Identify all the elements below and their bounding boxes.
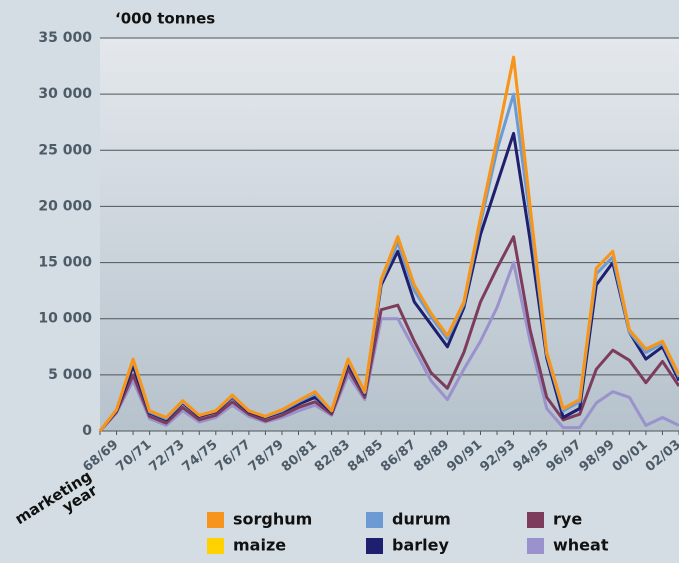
legend-label: durum	[392, 510, 451, 529]
legend-label: wheat	[553, 536, 609, 555]
page: ‘000 tonnes 0 5 000 10 000 15 000 20 000 25 0…	[0, 0, 679, 563]
x-tick-label: 84/85	[345, 437, 386, 475]
x-tick-label: 96/97	[544, 437, 585, 475]
y-tick-label: 10 000	[38, 311, 92, 327]
y-tick-label: 20 000	[38, 198, 92, 214]
y-axis-title: ‘000 tonnes	[115, 10, 215, 28]
x-tick-label: 70/71	[113, 437, 154, 475]
x-tick-label: 80/81	[279, 437, 320, 475]
legend-swatch	[207, 538, 224, 554]
x-tick-label: 78/79	[246, 437, 287, 475]
legend-label: barley	[392, 536, 449, 555]
x-tick-label: 76/77	[213, 437, 254, 475]
x-tick-label: 00/01	[610, 437, 651, 475]
legend-label: rye	[553, 510, 582, 529]
y-tick-label: 5 000	[48, 367, 92, 383]
legend-swatch	[366, 538, 383, 554]
x-tick-label: 88/89	[411, 437, 452, 475]
legend-swatch	[527, 512, 544, 528]
y-tick-label: 15 000	[38, 255, 92, 271]
x-tick-label: 86/87	[378, 437, 419, 475]
x-tick-label: 82/83	[312, 437, 353, 475]
x-tick-label: 90/91	[444, 437, 485, 475]
x-tick-label: 74/75	[180, 437, 221, 475]
x-tick-label: 94/95	[510, 437, 551, 475]
chart: ‘000 tonnes 0 5 000 10 000 15 000 20 000 25 0…	[0, 0, 679, 563]
y-tick-label: 25 000	[38, 142, 92, 158]
legend-label: sorghum	[233, 510, 312, 529]
legend-label: maize	[233, 536, 286, 555]
x-tick-label: 92/93	[477, 437, 518, 475]
y-tick-label: 35 000	[38, 30, 92, 46]
legend-swatch	[527, 538, 544, 554]
y-tick-label: 30 000	[38, 86, 92, 102]
y-tick-label: 0	[82, 423, 92, 439]
x-tick-label: 02/03	[643, 437, 679, 475]
x-tick-label: 98/99	[577, 437, 618, 475]
legend-swatch	[207, 512, 224, 528]
legend-swatch	[366, 512, 383, 528]
x-tick-label: 72/73	[147, 437, 188, 475]
plot-background	[100, 38, 679, 431]
